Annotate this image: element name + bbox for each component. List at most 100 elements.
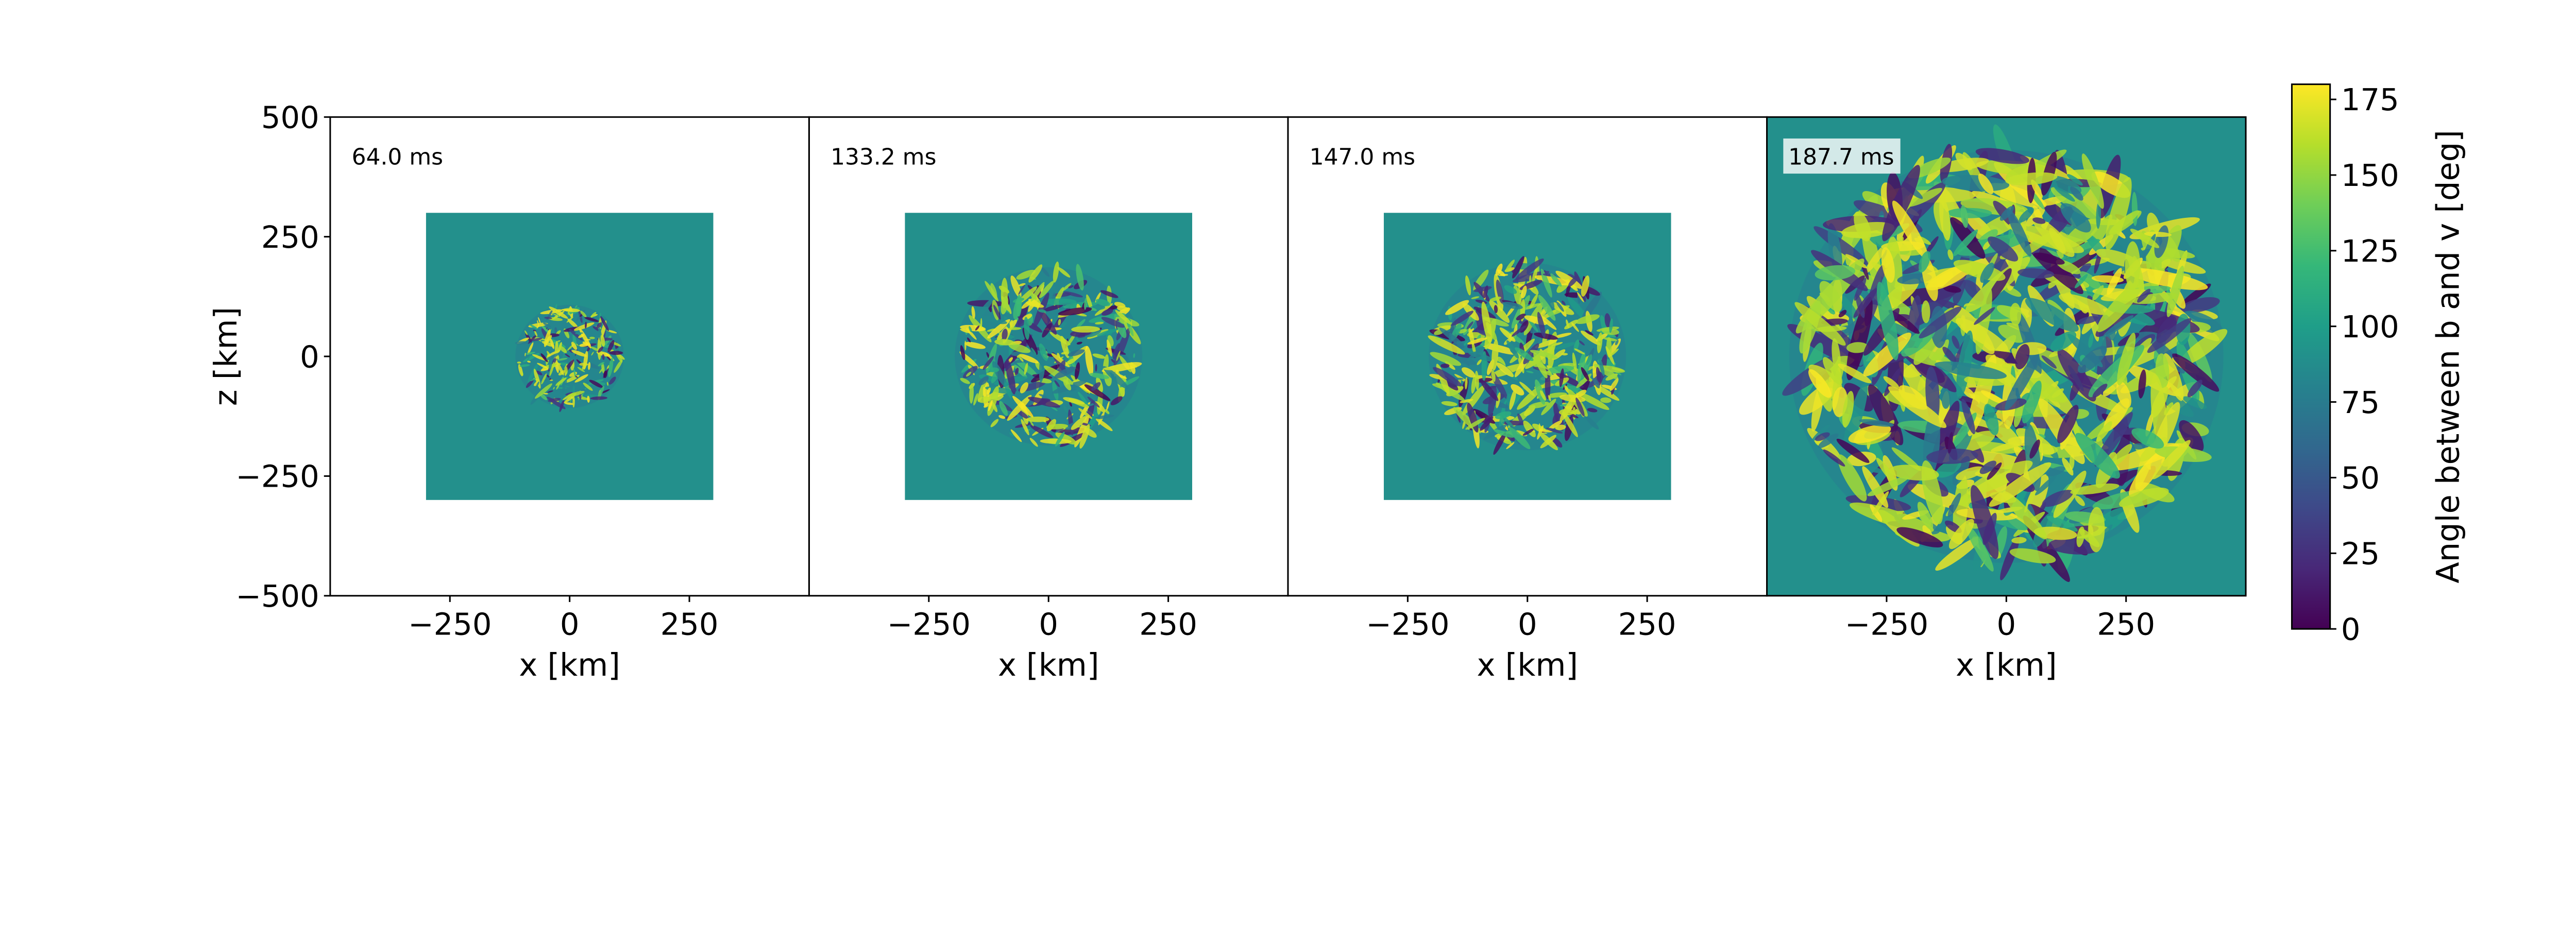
turbulent-structure: [1071, 416, 1087, 430]
turbulent-structure: [567, 318, 578, 329]
turbulent-structure: [1014, 368, 1019, 375]
turbulent-structure: [1960, 205, 1969, 228]
turbulent-structure: [2187, 380, 2202, 398]
turbulent-structure: [546, 327, 548, 330]
turbulent-structure: [535, 370, 543, 375]
turbulent-structure: [2026, 207, 2045, 227]
turbulent-structure: [573, 322, 595, 331]
turbulent-structure: [538, 317, 541, 324]
turbulent-structure: [614, 359, 623, 373]
turbulent-structure: [1506, 340, 1519, 359]
turbulent-structure: [528, 335, 537, 344]
turbulent-structure: [1561, 300, 1566, 305]
turbulent-structure: [1953, 229, 1978, 256]
turbulent-structure: [1941, 388, 1951, 409]
turbulent-structure: [2041, 355, 2057, 369]
turbulent-structure: [1615, 339, 1619, 346]
turbulent-structure: [2128, 449, 2166, 497]
turbulent-structure: [2050, 331, 2077, 352]
turbulent-structure: [1854, 211, 1871, 242]
turbulent-structure: [2159, 259, 2171, 269]
x-axis-label: x [km]: [998, 647, 1099, 683]
turbulent-structure: [1511, 384, 1524, 396]
turbulent-structure: [606, 365, 609, 370]
turbulent-structure: [590, 396, 608, 400]
x-tick-label: 250: [2097, 607, 2155, 642]
turbulent-structure: [567, 391, 585, 397]
turbulent-structure: [598, 346, 603, 353]
turbulent-structure: [2057, 405, 2079, 443]
turbulent-structure: [1946, 208, 1992, 218]
turbulent-structure: [1025, 301, 1044, 308]
turbulent-structure: [1086, 294, 1093, 311]
turbulent-structure: [1888, 386, 1947, 428]
turbulent-structure: [1575, 314, 1600, 324]
turbulent-structure: [1107, 339, 1112, 357]
turbulent-structure: [1481, 301, 1492, 344]
turbulent-structure: [2003, 491, 2047, 540]
turbulent-structure: [969, 383, 974, 404]
turbulent-structure: [1965, 523, 1994, 572]
turbulent-structure: [1045, 353, 1055, 357]
turbulent-structure: [1100, 290, 1118, 298]
turbulent-structure: [1004, 382, 1012, 399]
turbulent-structure: [1076, 341, 1082, 345]
turbulent-structure: [2078, 346, 2107, 373]
turbulent-structure: [1980, 390, 2005, 404]
angle-field-image: [905, 213, 1193, 500]
turbulent-structure: [2172, 353, 2219, 392]
turbulent-structure: [537, 363, 548, 369]
turbulent-structure: [2130, 229, 2160, 248]
turbulent-structure: [2052, 388, 2064, 398]
turbulent-structure: [998, 415, 1006, 419]
turbulent-structure: [597, 386, 604, 400]
turbulent-structure: [1043, 304, 1063, 312]
turbulent-structure: [1926, 449, 1978, 464]
turbulent-structure: [969, 326, 972, 333]
turbulent-structure: [556, 361, 564, 375]
turbulent-structure: [1609, 318, 1613, 333]
turbulent-structure: [1546, 365, 1574, 374]
turbulent-structure: [2131, 428, 2164, 449]
turbulent-structure: [1553, 402, 1564, 431]
turbulent-structure: [1512, 256, 1524, 279]
turbulent-structure: [1555, 424, 1566, 431]
turbulent-structure: [600, 316, 609, 332]
turbulent-structure: [1967, 460, 2033, 495]
turbulent-structure: [1526, 370, 1534, 373]
turbulent-structure: [2025, 298, 2079, 332]
x-axis-label: x [km]: [1477, 647, 1578, 683]
turbulent-structure: [1460, 399, 1473, 403]
turbulent-structure: [608, 357, 614, 377]
turbulent-structure: [559, 400, 565, 413]
turbulent-structure: [1103, 366, 1125, 370]
turbulent-structure: [589, 336, 595, 339]
turbulent-structure: [1523, 420, 1536, 437]
turbulent-structure: [2152, 440, 2191, 479]
x-tick-label: −250: [408, 607, 492, 642]
turbulent-structure: [1495, 263, 1503, 276]
turbulent-structure: [988, 400, 993, 411]
turbulent-structure: [1428, 335, 1465, 355]
turbulent-structure: [1939, 197, 1951, 241]
turbulent-structure: [1870, 504, 1883, 522]
turbulent-structure: [1480, 379, 1499, 401]
turbulent-structure: [1466, 321, 1473, 330]
turbulent-structure: [519, 364, 530, 367]
turbulent-structure: [1076, 319, 1086, 329]
turbulent-structure: [1953, 260, 2006, 281]
turbulent-structure: [960, 377, 970, 384]
turbulent-structure: [1486, 304, 1490, 308]
turbulent-structure: [1917, 502, 1934, 530]
turbulent-structure: [555, 377, 567, 386]
turbulent-structure: [550, 338, 555, 349]
turbulent-structure: [2074, 274, 2088, 288]
x-axis-label: x [km]: [1956, 647, 2057, 683]
panel-3: 147.0 ms −250 0 250 x [km]: [1287, 116, 1768, 683]
turbulent-structure: [2103, 315, 2134, 338]
turbulent-structure: [1467, 347, 1484, 361]
turbulent-structure: [2011, 537, 2027, 544]
time-label: 64.0 ms: [352, 144, 443, 170]
turbulent-structure: [1952, 335, 1960, 349]
turbulent-structure: [1564, 319, 1579, 330]
